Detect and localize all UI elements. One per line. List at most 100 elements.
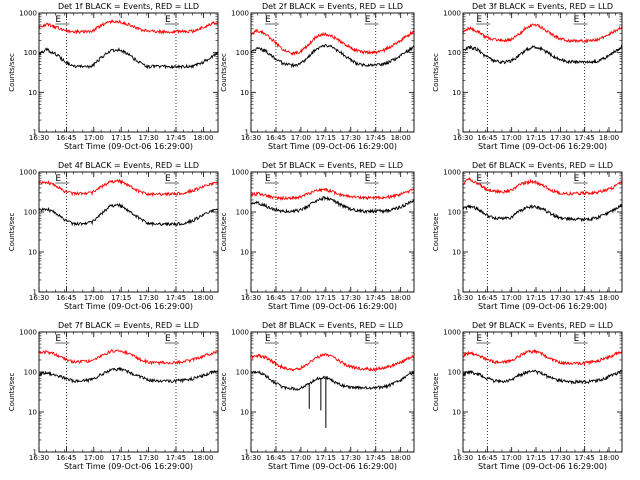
events-trace [38, 46, 219, 70]
y-tick-label: 1 [33, 289, 37, 297]
x-tick-label: 17:00 [502, 454, 522, 462]
x-tick-label: 16:45 [266, 294, 286, 302]
event-marker-label: E [476, 334, 482, 344]
event-marker-label: E [365, 174, 371, 184]
x-tick-label: 18:00 [599, 294, 619, 302]
y-tick-label: 10 [452, 89, 461, 97]
x-tick-label: 18:00 [599, 454, 619, 462]
panel-det-6: Det 6f BLACK = Events, RED = LLD Counts/s… [432, 161, 623, 311]
panel-title: Det 2f BLACK = Events, RED = LLD [262, 2, 403, 11]
x-tick-label: 17:45 [575, 294, 595, 302]
y-tick-label: 10 [240, 249, 249, 257]
x-tick-label: 17:00 [502, 294, 522, 302]
x-axis-label: Start Time (09-Oct-06 16:29:00) [268, 142, 397, 151]
event-marker-label: E [55, 334, 61, 344]
x-tick-label: 16:45 [477, 454, 497, 462]
panel-det-1: Det 1f BLACK = Events, RED = LLD Counts/s… [8, 2, 219, 151]
plot-frame [250, 12, 415, 133]
y-axis-label: Counts/sec [8, 213, 16, 252]
plot-frame [250, 171, 415, 293]
y-tick-label: 1000 [231, 329, 249, 337]
panel-det-9: Det 9f BLACK = Events, RED = LLD Counts/s… [432, 321, 623, 471]
y-tick-label: 10 [28, 89, 37, 97]
plot-frame [250, 331, 415, 453]
panel-det-7: Det 7f BLACK = Events, RED = LLD Counts/s… [8, 321, 219, 471]
x-tick-label: 17:45 [166, 454, 186, 462]
x-tick-label: 17:45 [366, 454, 386, 462]
x-axis-label: Start Time (09-Oct-06 16:29:00) [478, 462, 607, 471]
x-tick-label: 16:45 [477, 294, 497, 302]
panel-title: Det 5f BLACK = Events, RED = LLD [262, 161, 403, 170]
x-tick-label: 17:00 [291, 294, 311, 302]
y-tick-label: 10 [28, 249, 37, 257]
y-tick-label: 10 [240, 89, 249, 97]
x-tick-label: 16:30 [241, 294, 261, 302]
y-axis-label: Counts/sec [220, 213, 228, 252]
x-tick-label: 17:45 [366, 294, 386, 302]
events-trace [462, 369, 623, 385]
y-tick-label: 100 [236, 49, 249, 57]
lld-trace [462, 176, 623, 196]
y-tick-label: 1 [245, 449, 249, 457]
x-tick-label: 17:45 [166, 134, 186, 142]
y-tick-label: 100 [448, 49, 461, 57]
x-tick-label: 17:45 [366, 134, 386, 142]
x-tick-label: 18:00 [193, 294, 213, 302]
x-tick-label: 17:30 [138, 454, 158, 462]
event-marker-label: E [165, 334, 171, 344]
x-tick-label: 17:45 [575, 134, 595, 142]
panel-det-4: Det 4f BLACK = Events, RED = LLD Counts/s… [8, 161, 219, 311]
event-marker-label: E [476, 15, 482, 25]
panel-title: Det 1f BLACK = Events, RED = LLD [58, 2, 199, 11]
x-axis-label: Start Time (09-Oct-06 16:29:00) [268, 302, 397, 311]
plot-frame [462, 331, 623, 453]
y-tick-label: 1 [457, 129, 461, 137]
x-tick-label: 17:30 [341, 134, 361, 142]
x-tick-label: 17:15 [316, 294, 336, 302]
x-tick-label: 16:45 [56, 294, 76, 302]
x-tick-label: 17:45 [166, 294, 186, 302]
y-tick-label: 10 [452, 409, 461, 417]
y-axis-label: Counts/sec [432, 53, 440, 92]
x-tick-label: 17:30 [341, 294, 361, 302]
lld-trace [250, 28, 415, 56]
x-tick-label: 17:00 [291, 134, 311, 142]
lld-trace [250, 187, 415, 201]
x-axis-label: Start Time (09-Oct-06 16:29:00) [478, 302, 607, 311]
y-tick-label: 1000 [19, 169, 37, 177]
x-tick-label: 16:45 [266, 134, 286, 142]
y-tick-label: 1 [33, 449, 37, 457]
x-tick-label: 18:00 [391, 454, 411, 462]
event-marker-label: E [574, 174, 580, 184]
x-tick-label: 16:30 [29, 454, 49, 462]
y-tick-label: 100 [236, 369, 249, 377]
event-marker-label: E [55, 15, 61, 25]
x-tick-label: 16:45 [56, 454, 76, 462]
event-marker-label: E [265, 15, 271, 25]
event-marker-label: E [574, 15, 580, 25]
x-tick-label: 17:00 [502, 134, 522, 142]
panel-det-2: Det 2f BLACK = Events, RED = LLD Counts/s… [220, 2, 415, 151]
lld-trace [38, 178, 219, 198]
plot-frame [462, 171, 623, 293]
x-tick-label: 17:00 [84, 454, 104, 462]
x-tick-label: 17:15 [111, 134, 131, 142]
y-axis-label: Counts/sec [432, 373, 440, 412]
event-marker-label: E [265, 334, 271, 344]
events-trace [38, 202, 219, 227]
x-tick-label: 17:15 [526, 134, 546, 142]
events-trace [462, 203, 623, 223]
events-trace [38, 366, 219, 384]
y-axis-label: Counts/sec [8, 373, 16, 412]
x-tick-label: 16:30 [29, 134, 49, 142]
panel-title: Det 4f BLACK = Events, RED = LLD [58, 161, 199, 170]
x-tick-label: 17:15 [316, 134, 336, 142]
y-tick-label: 10 [452, 249, 461, 257]
event-marker-label: E [165, 174, 171, 184]
lld-trace [462, 23, 623, 44]
y-tick-label: 100 [236, 209, 249, 217]
y-tick-label: 1 [245, 289, 249, 297]
x-axis-label: Start Time (09-Oct-06 16:29:00) [478, 142, 607, 151]
event-marker-label: E [55, 174, 61, 184]
y-tick-label: 1000 [19, 329, 37, 337]
